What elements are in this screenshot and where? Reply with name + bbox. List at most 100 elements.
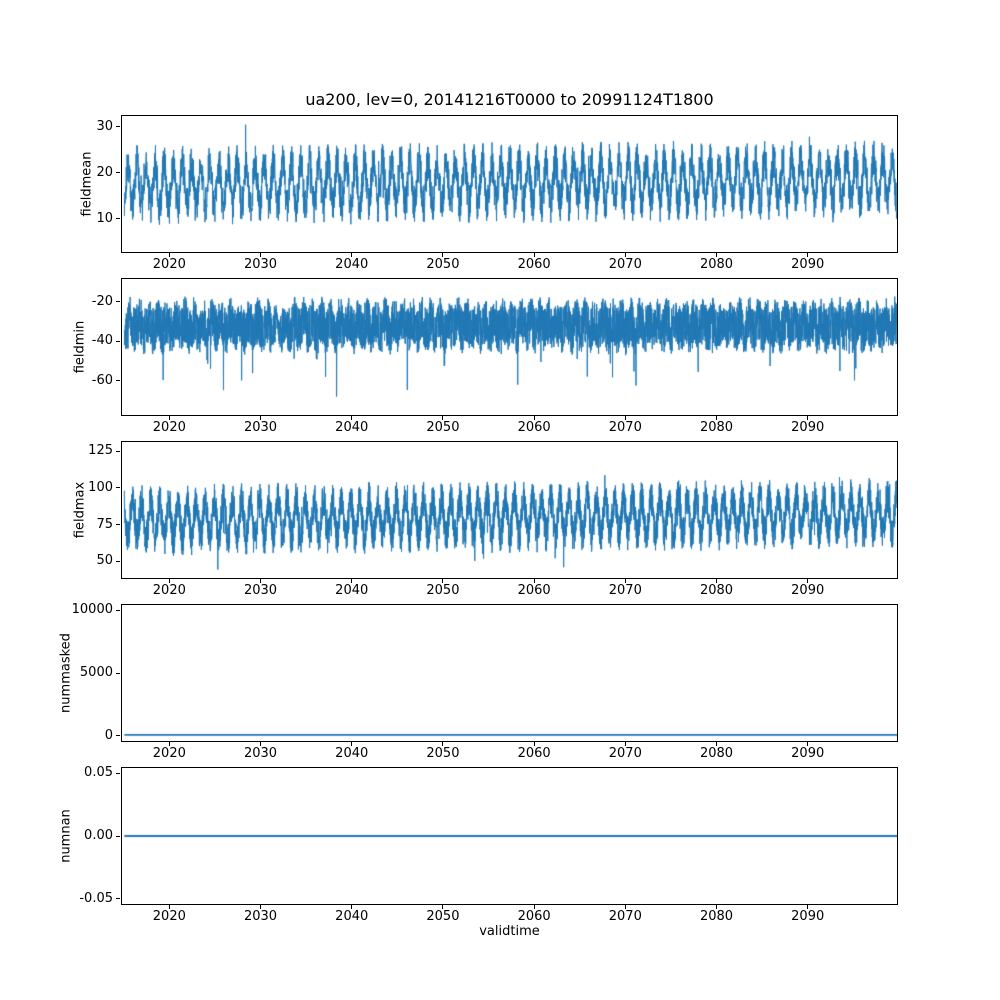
x-tick-label: 2040 [335,420,369,435]
y-tickmark [116,487,120,489]
y-tickmark [116,524,120,526]
x-tick-label: 2090 [791,583,825,598]
x-tickmark [351,416,353,420]
y-tickmark [116,340,120,342]
x-tickmark [716,253,718,257]
x-tickmark [260,579,262,583]
series-line-fieldmin [122,279,897,415]
x-tick-label: 2020 [152,746,186,761]
x-tickmark [442,579,444,583]
subplot-fieldmin [121,278,898,416]
x-tickmark [351,253,353,257]
x-tickmark [168,742,170,746]
series-line-fieldmean [122,116,897,252]
series-line-fieldmax [122,442,897,578]
y-tickmark [116,609,120,611]
x-tick-label: 2080 [699,909,734,924]
x-tick-label: 2060 [517,420,551,435]
x-tickmark [168,905,170,909]
y-tick-label: 50 [96,553,113,569]
y-tickmark [116,735,120,737]
x-tick-label: 2060 [517,746,551,761]
figure-title: ua200, lev=0, 20141216T0000 to 20991124T… [305,90,714,109]
y-tick-label: 5000 [79,665,113,680]
x-tickmark [533,416,535,420]
x-tickmark [442,253,444,257]
x-tickmark [533,579,535,583]
subplot-fieldmean [121,115,898,253]
y-tick-label: -40 [91,333,113,349]
x-tick-label: 2020 [152,909,186,924]
x-tickmark [260,416,262,420]
subplot-nummasked [121,604,898,742]
y-tickmark [116,380,120,381]
y-tickmark [116,672,120,674]
x-tick-label: 2070 [608,909,642,924]
y-tick-label: 30 [96,118,113,134]
y-tickmark [116,772,120,774]
y-axis-label-fieldmax: fieldmax [72,481,88,539]
y-tickmark [116,560,120,562]
x-tickmark [716,742,718,746]
y-tick-label: 10000 [71,602,113,618]
y-tickmark [116,450,120,452]
x-tickmark [168,416,170,420]
x-tick-label: 2090 [791,420,825,435]
x-tickmark [533,253,535,257]
x-tickmark [351,742,353,746]
x-tick-label: 2030 [243,257,278,272]
y-tick-label: 75 [96,516,113,532]
x-tickmark [168,579,170,583]
x-tickmark [716,905,718,909]
x-tick-label: 2070 [608,420,642,435]
subplot-fieldmax [121,441,898,579]
x-tick-label: 2030 [243,420,278,435]
x-tickmark [533,905,535,909]
x-tick-label: 2050 [426,583,460,598]
x-tick-label: 2070 [608,257,642,272]
x-tick-label: 2080 [699,420,734,435]
y-tickmark [116,898,120,900]
x-tick-label: 2070 [608,746,642,761]
y-tickmark [116,172,120,173]
x-tick-label: 2020 [152,583,186,598]
y-axis-label-nummasked: nummasked [58,633,73,713]
y-tick-label: 0.05 [84,765,113,781]
x-tickmark [807,253,809,257]
x-tick-label: 2030 [243,746,278,761]
x-tickmark [442,416,444,420]
x-tick-label: 2050 [426,746,460,761]
x-tickmark [624,742,626,746]
x-tickmark [624,253,626,257]
x-tick-label: 2080 [699,257,734,272]
subplot-numnan [121,767,898,905]
x-tickmark [351,905,353,909]
x-tickmark [260,742,262,746]
x-tick-label: 2060 [517,583,551,598]
x-tick-label: 2090 [791,257,825,272]
x-tick-label: 2090 [791,746,825,761]
x-tick-label: 2040 [335,909,369,924]
y-tickmark [116,218,120,219]
x-tick-label: 2050 [426,257,460,272]
y-tick-label: 125 [88,443,113,459]
x-tickmark [533,742,535,746]
x-tickmark [442,905,444,909]
x-axis-label: validtime [479,924,540,939]
x-tickmark [351,579,353,583]
x-tickmark [807,416,809,420]
y-tick-label: -20 [91,293,113,309]
y-axis-label-fieldmin: fieldmin [72,320,88,374]
x-tick-label: 2040 [335,583,369,598]
x-tick-label: 2020 [152,257,186,272]
y-tickmark [116,835,120,837]
x-tick-label: 2030 [243,909,278,924]
y-tick-label: 0 [104,727,113,743]
x-tickmark [168,253,170,257]
x-tick-label: 2030 [243,583,278,598]
x-tickmark [807,905,809,909]
x-tickmark [807,742,809,746]
x-tickmark [624,579,626,583]
x-tick-label: 2060 [517,909,551,924]
